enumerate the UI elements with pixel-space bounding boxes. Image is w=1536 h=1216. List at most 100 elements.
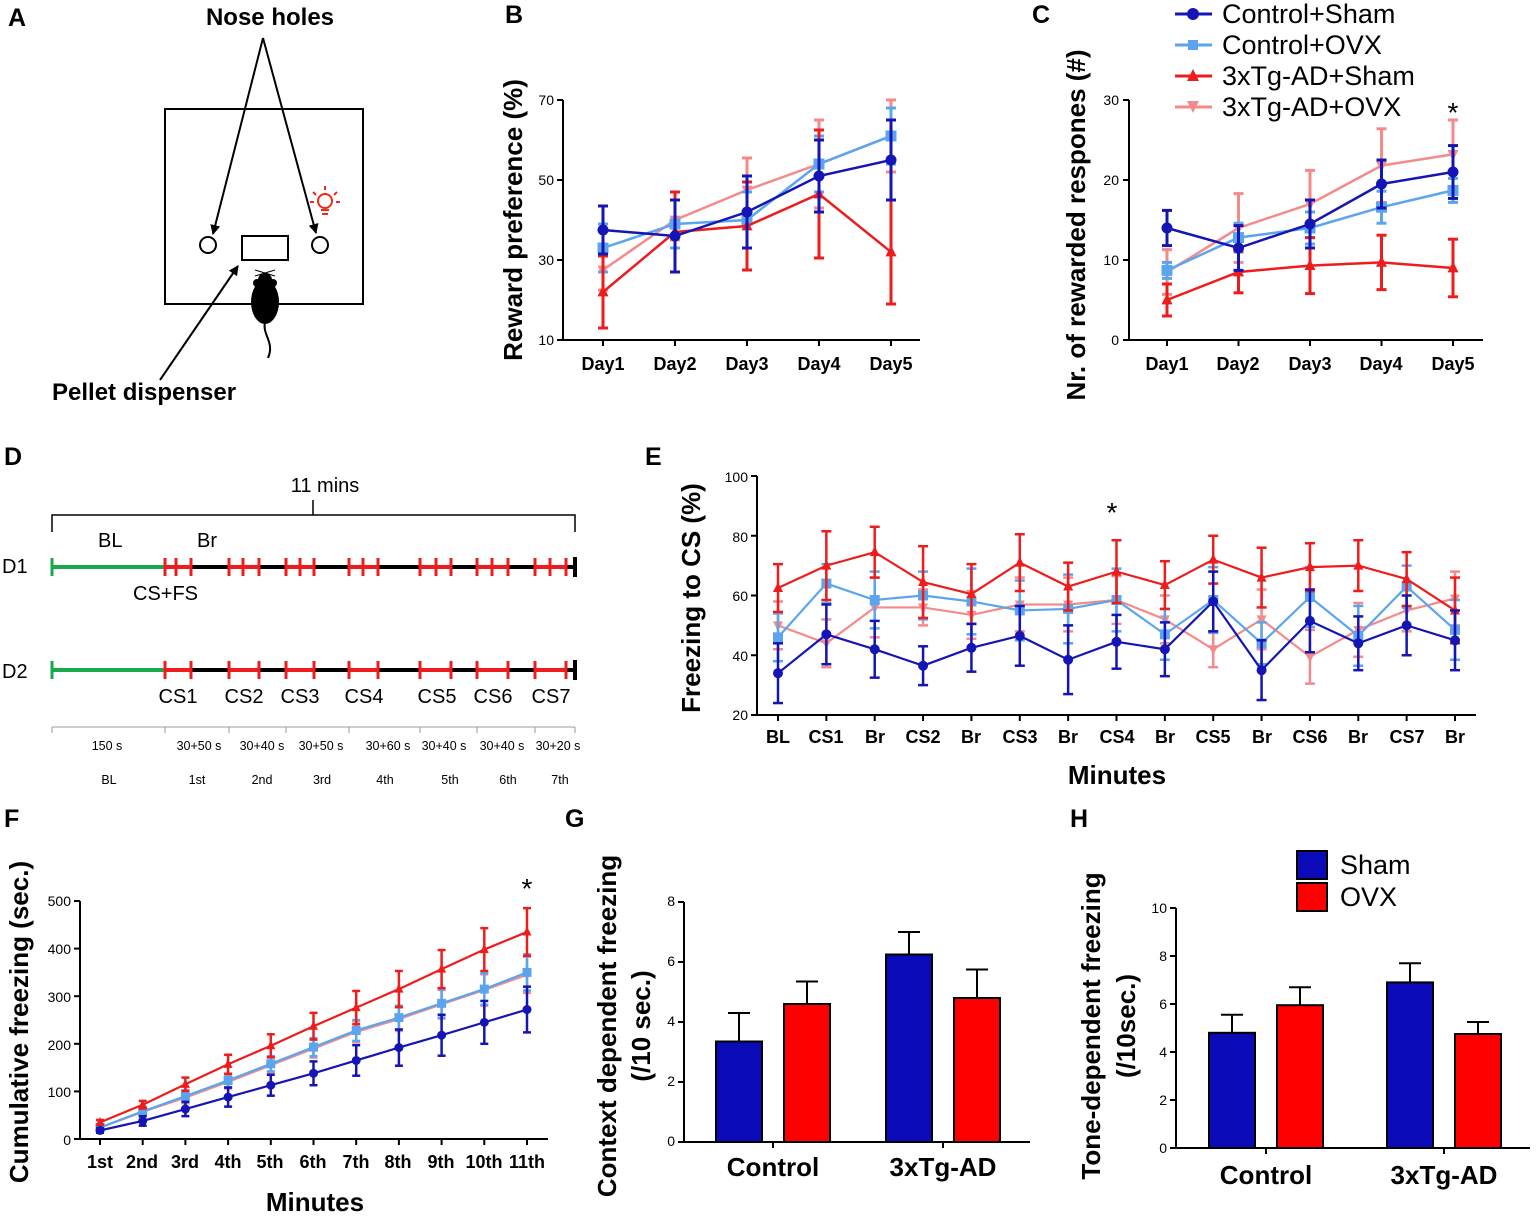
y-tick-label: 10 xyxy=(538,332,554,348)
x-tick-label: CS7 xyxy=(1389,727,1424,747)
br-label: Br xyxy=(197,530,217,552)
y-axis-label: Nr. of rewarded respones (#) xyxy=(1061,49,1091,400)
data-point xyxy=(669,230,681,242)
x-tick-labels: Day1 Day2 Day3 Day4 Day5 xyxy=(1145,354,1474,374)
legend-label: Control+OVX xyxy=(1222,30,1382,60)
x-tick-label: Day1 xyxy=(581,354,624,374)
y-tick-labels: 0 2 4 6 8 10 xyxy=(1151,900,1167,1156)
x-tick-label: Control xyxy=(727,1152,819,1182)
data-point xyxy=(180,1104,190,1114)
x-tick-label: 10th xyxy=(465,1152,502,1172)
data-point xyxy=(966,588,977,599)
x-tick-label: 7th xyxy=(343,1152,370,1172)
x-tick-label: Br xyxy=(1058,727,1078,747)
panel-f: F Cumulative freezing (sec.) Minutes 0 1… xyxy=(4,805,548,1216)
chart-h-plot: 0 2 4 6 8 10 Control 3xTg-AD xyxy=(1151,900,1530,1190)
y-tick-label: 10 xyxy=(1103,252,1119,268)
series-control-sham xyxy=(1161,144,1459,272)
series-3xtg-ad-sham xyxy=(773,525,1460,645)
chart-b-plot: 10 30 50 70 Day1 Day2 Day3 Day4 Day5 xyxy=(538,92,920,374)
bar-sham xyxy=(715,1040,763,1143)
data-point xyxy=(1256,615,1267,626)
significance-star: * xyxy=(1107,497,1118,528)
bar-legend: Sham OVX xyxy=(1296,850,1411,912)
x-tick-label: Br xyxy=(1155,727,1175,747)
y-tick-label: 30 xyxy=(1103,92,1119,108)
y-tick-label: 8 xyxy=(667,893,675,909)
cs-label: CS5 xyxy=(418,686,457,708)
x-tick-label: 4th xyxy=(215,1152,242,1172)
chart-e-plot: 20 40 60 80 100 BL CS1 Br CS2 Br CS3 Br … xyxy=(725,469,1476,747)
data-point xyxy=(1014,630,1025,641)
data-point xyxy=(138,1116,148,1126)
y-tick-label: 20 xyxy=(732,707,748,723)
chart-g-plot: 0 2 4 6 8 Control 3xTg-AD xyxy=(667,893,1030,1182)
data-point xyxy=(1014,556,1025,567)
cs-label: CS2 xyxy=(225,686,264,708)
data-point xyxy=(522,926,532,936)
data-point xyxy=(597,285,609,297)
series-control-sham xyxy=(597,118,897,274)
y-tick-label: 40 xyxy=(732,648,748,664)
duration-bracket xyxy=(51,500,576,532)
data-point xyxy=(869,546,880,557)
x-tick-label: Day5 xyxy=(869,354,912,374)
series-control-sham xyxy=(773,570,1460,705)
data-point xyxy=(309,1068,318,1078)
y-tick-labels: 0 10 20 30 xyxy=(1103,92,1119,348)
data-point xyxy=(1208,596,1219,607)
data-point xyxy=(223,1092,233,1102)
panel-h: H Tone-dependent freezing (/10sec.) 0 2 … xyxy=(1070,805,1530,1190)
y-tick-label: 200 xyxy=(48,1037,72,1053)
data-point xyxy=(95,1125,105,1135)
bar-ovx xyxy=(953,997,1001,1143)
data-point xyxy=(918,660,929,671)
data-point xyxy=(1304,561,1315,572)
panel-label-e: E xyxy=(645,443,662,471)
data-point xyxy=(1450,635,1460,646)
data-point xyxy=(138,1099,148,1109)
legend-label: OVX xyxy=(1340,882,1397,912)
data-point xyxy=(1111,636,1122,647)
segment-name: BL xyxy=(101,773,116,787)
data-point xyxy=(918,576,929,587)
panel-e: E Freezing to CS (%) Minutes 20 40 60 80… xyxy=(645,443,1476,790)
cs-label: CS6 xyxy=(474,686,513,708)
data-point xyxy=(1161,222,1173,234)
segment-name: 6th xyxy=(499,773,516,787)
y-tick-label: 0 xyxy=(1111,332,1119,348)
data-point xyxy=(180,1091,190,1101)
data-point xyxy=(266,1040,276,1050)
data-point xyxy=(437,998,447,1008)
cs-label: CS4 xyxy=(345,686,384,708)
x-axis-label: Minutes xyxy=(1068,760,1166,790)
data-point xyxy=(394,1013,404,1023)
panel-d: D 11 mins D1 D2 BL Br CS+FS CS1 CS2 CS3 … xyxy=(2,443,580,787)
y-tick-labels: 0 2 4 6 8 xyxy=(667,893,675,1149)
x-tick-label: 3rd xyxy=(171,1152,199,1172)
x-tick-label: BL xyxy=(766,727,790,747)
data-point xyxy=(869,594,880,605)
data-point xyxy=(1304,615,1315,626)
y-tick-label: 300 xyxy=(48,989,72,1005)
data-point xyxy=(773,632,783,643)
data-point xyxy=(223,1058,233,1068)
data-point xyxy=(1447,166,1459,178)
segment-name: 2nd xyxy=(252,773,273,787)
segment-name: 3rd xyxy=(313,773,331,787)
panel-label-h: H xyxy=(1070,805,1088,833)
y-tick-label: 6 xyxy=(667,953,675,969)
data-point xyxy=(223,1075,233,1085)
x-tick-label: Br xyxy=(1445,727,1465,747)
duration-label: 11 mins xyxy=(291,475,360,497)
legend-item-control-sham: Control+Sham xyxy=(1175,0,1395,29)
x-tick-label: 11th xyxy=(509,1152,545,1172)
x-tick-label: Day1 xyxy=(1145,354,1188,374)
bar-ovx xyxy=(783,1003,831,1143)
y-tick-labels: 0 100 200 300 400 500 xyxy=(48,893,72,1148)
x-tick-label: 9th xyxy=(428,1152,455,1172)
segment-time: 30+40 s xyxy=(480,739,525,753)
data-point xyxy=(479,1017,489,1027)
y-tick-label: 4 xyxy=(667,1013,675,1029)
y-axis-label: Cumulative freezing (sec.) xyxy=(4,861,34,1183)
